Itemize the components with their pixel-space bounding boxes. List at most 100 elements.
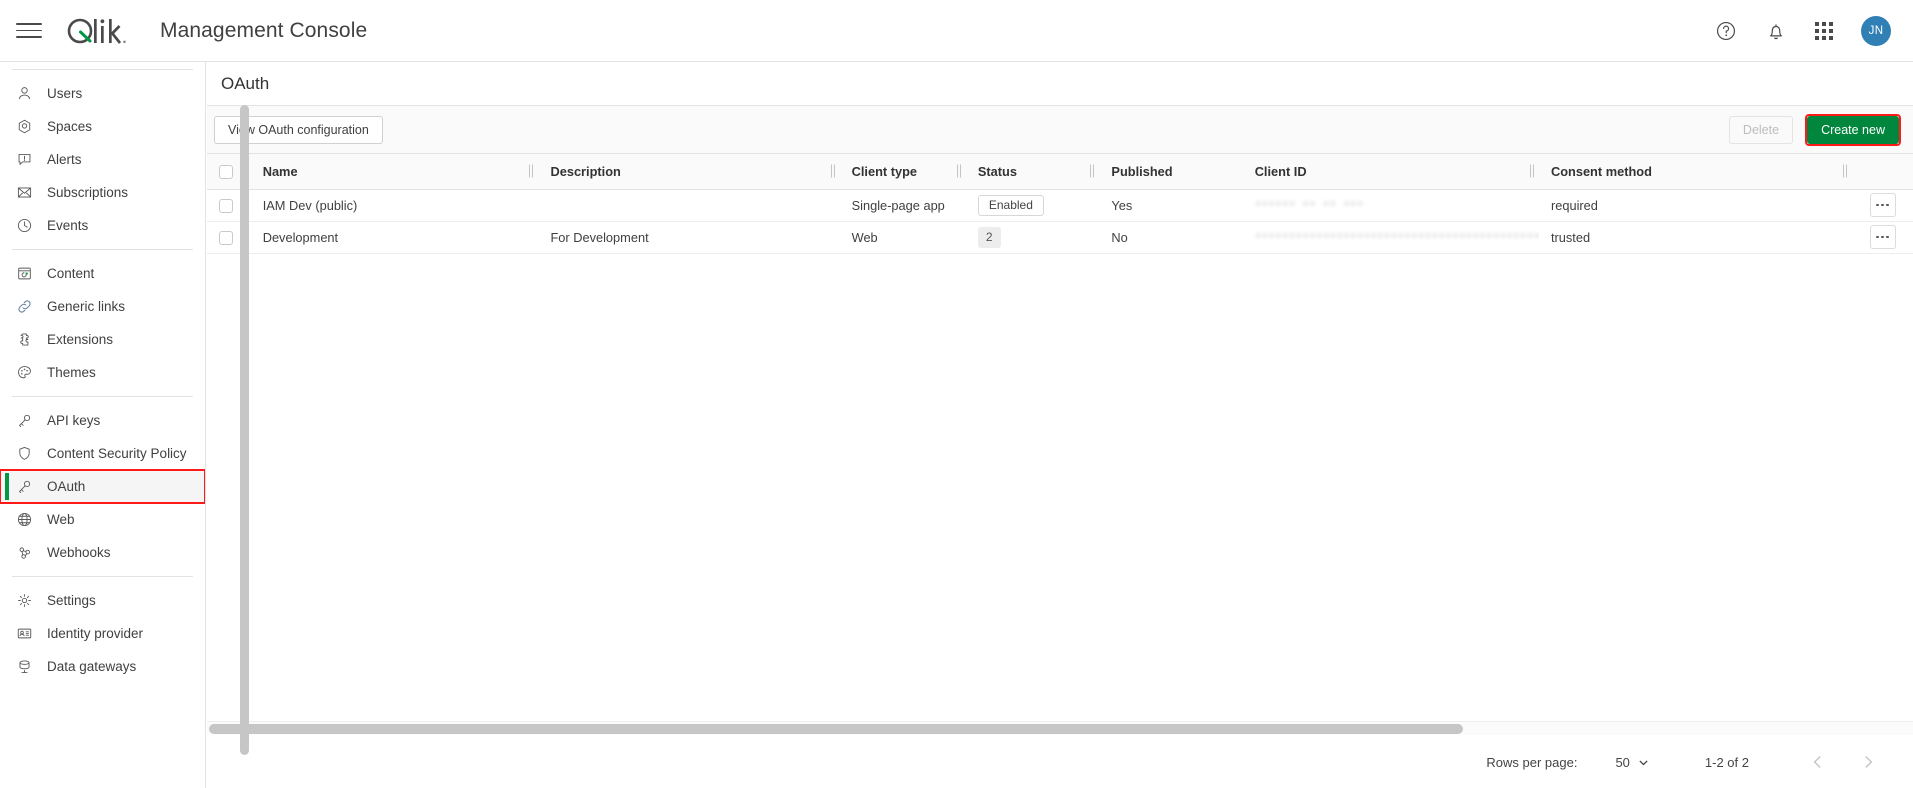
sidebar-item-data-gateways[interactable]: Data gateways bbox=[0, 650, 205, 683]
globe-icon bbox=[14, 510, 34, 530]
sidebar-item-content-security-policy[interactable]: Content Security Policy bbox=[0, 437, 205, 470]
status-badge: 2 bbox=[977, 226, 1001, 248]
sidebar-item-webhooks[interactable]: Webhooks bbox=[0, 536, 205, 569]
sidebar-item-label: OAuth bbox=[47, 479, 86, 494]
vertical-scrollbar[interactable] bbox=[240, 64, 249, 758]
column-resize-handle[interactable] bbox=[830, 164, 835, 178]
clock-icon bbox=[14, 216, 34, 236]
gear-icon bbox=[14, 591, 34, 611]
grid-apps-icon[interactable] bbox=[1815, 21, 1833, 40]
sidebar-item-label: Extensions bbox=[47, 332, 114, 347]
sidebar-item-label: Events bbox=[47, 218, 89, 233]
sidebar-item-extensions[interactable]: Extensions bbox=[0, 323, 205, 356]
sidebar-item-alerts[interactable]: Alerts bbox=[0, 143, 205, 176]
cell-client-id: ••••••••••••••••••••••••••••••••••••••••… bbox=[1242, 221, 1539, 254]
column-header-client-id[interactable]: Client ID bbox=[1242, 154, 1539, 190]
column-resize-handle[interactable] bbox=[1843, 164, 1848, 178]
chevron-left-icon bbox=[1813, 756, 1821, 768]
client-id-redacted: ••••••••••••••••••••••••••••••••••••••••… bbox=[1254, 230, 1539, 242]
sidebar-item-settings[interactable]: Settings bbox=[0, 584, 205, 617]
cell-name: IAM Dev (public) bbox=[250, 189, 539, 222]
column-header-published[interactable]: Published bbox=[1099, 154, 1243, 190]
page-range-label: 1-2 of 2 bbox=[1704, 754, 1749, 770]
sidebar-item-label: Generic links bbox=[47, 299, 126, 314]
sidebar-item-label: Spaces bbox=[47, 119, 93, 134]
help-circle-icon[interactable] bbox=[1715, 20, 1737, 42]
rows-per-page-label: Rows per page: bbox=[1486, 754, 1578, 770]
bell-icon[interactable] bbox=[1765, 20, 1787, 42]
envelope-icon bbox=[14, 183, 34, 203]
key-icon bbox=[14, 411, 34, 431]
horizontal-scrollbar[interactable] bbox=[207, 721, 1913, 735]
horizontal-scrollbar-thumb[interactable] bbox=[209, 724, 1463, 734]
cell-consent-method: required bbox=[1538, 189, 1853, 222]
create-new-button[interactable]: Create new bbox=[1807, 115, 1899, 144]
content-window-icon bbox=[14, 264, 34, 284]
previous-page-button[interactable] bbox=[1803, 747, 1833, 777]
sidebar-item-web[interactable]: Web bbox=[0, 503, 205, 536]
column-header-name[interactable]: Name bbox=[250, 154, 539, 190]
column-resize-handle[interactable] bbox=[1090, 164, 1095, 178]
column-header-consent-method[interactable]: Consent method bbox=[1538, 154, 1853, 190]
palette-icon bbox=[14, 363, 34, 383]
column-header-description[interactable]: Description bbox=[538, 154, 840, 190]
sidebar-item-events[interactable]: Events bbox=[0, 209, 205, 242]
spaces-cube-icon bbox=[14, 117, 34, 137]
qlik-logo[interactable] bbox=[66, 16, 130, 46]
avatar[interactable]: JN bbox=[1861, 15, 1891, 46]
chevron-down-icon bbox=[1639, 759, 1648, 765]
cell-name: Development bbox=[250, 221, 539, 254]
column-label: Status bbox=[977, 163, 1017, 179]
cell-status: Enabled bbox=[965, 189, 1100, 222]
table-row[interactable]: IAM Dev (public) Single-page app Enabled… bbox=[207, 189, 1913, 222]
top-bar-actions: JN bbox=[1715, 15, 1891, 46]
column-header-client-type[interactable]: Client type bbox=[839, 154, 966, 190]
vertical-scrollbar-thumb[interactable] bbox=[240, 105, 249, 755]
sidebar-divider bbox=[12, 69, 193, 70]
sidebar-item-generic-links[interactable]: Generic links bbox=[0, 290, 205, 323]
sidebar-item-subscriptions[interactable]: Subscriptions bbox=[0, 176, 205, 209]
webhook-icon bbox=[14, 543, 34, 563]
table-row[interactable]: Development For Development Web 2 No •••… bbox=[207, 221, 1913, 254]
cell-consent-method: trusted bbox=[1538, 221, 1853, 254]
sidebar-divider bbox=[12, 576, 193, 577]
user-icon bbox=[14, 84, 34, 104]
cell-client-id: •••••• •• •• ••• bbox=[1242, 189, 1539, 222]
column-resize-handle[interactable] bbox=[956, 164, 961, 178]
sidebar-item-label: Content bbox=[47, 266, 95, 281]
sidebar-item-oauth[interactable]: OAuth bbox=[0, 469, 205, 504]
table-toolbar: View OAuth configuration Delete Create n… bbox=[207, 106, 1913, 154]
column-resize-handle[interactable] bbox=[1529, 164, 1534, 178]
top-bar: Management Console JN bbox=[0, 0, 1913, 62]
sidebar-item-label: Webhooks bbox=[47, 545, 111, 560]
column-header-status[interactable]: Status bbox=[965, 154, 1100, 190]
sidebar-item-identity-provider[interactable]: Identity provider bbox=[0, 617, 205, 650]
column-resize-handle[interactable] bbox=[529, 164, 534, 178]
sidebar-item-content[interactable]: Content bbox=[0, 257, 205, 290]
select-all-checkbox[interactable] bbox=[219, 165, 233, 180]
sidebar-item-label: Themes bbox=[47, 365, 96, 380]
cell-actions bbox=[1852, 221, 1913, 254]
sidebar-item-api-keys[interactable]: API keys bbox=[0, 404, 205, 437]
link-chain-icon bbox=[14, 297, 34, 317]
oauth-clients-table: Name Description Client type Status bbox=[207, 154, 1913, 254]
sidebar-item-spaces[interactable]: Spaces bbox=[0, 110, 205, 143]
sidebar-item-label: Web bbox=[47, 512, 75, 527]
pagination-bar: Rows per page: 50 1-2 of 2 bbox=[207, 736, 1913, 788]
kebab-menu-icon[interactable] bbox=[1869, 225, 1896, 249]
sidebar-item-users[interactable]: Users bbox=[0, 77, 205, 110]
delete-button[interactable]: Delete bbox=[1728, 115, 1794, 144]
row-checkbox[interactable] bbox=[219, 198, 233, 213]
hamburger-menu-icon[interactable] bbox=[16, 18, 42, 44]
client-id-redacted: •••••• •• •• ••• bbox=[1254, 198, 1364, 210]
rows-per-page-select[interactable]: 50 bbox=[1615, 755, 1648, 770]
sidebar-divider bbox=[12, 249, 193, 250]
sidebar-item-label: Content Security Policy bbox=[47, 446, 187, 461]
cell-client-type: Single-page app bbox=[839, 189, 966, 222]
next-page-button[interactable] bbox=[1853, 747, 1883, 777]
sidebar-item-themes[interactable]: Themes bbox=[0, 356, 205, 389]
database-icon bbox=[14, 657, 34, 677]
kebab-menu-icon[interactable] bbox=[1869, 193, 1896, 217]
row-checkbox[interactable] bbox=[219, 230, 233, 245]
column-header-actions bbox=[1852, 154, 1913, 190]
